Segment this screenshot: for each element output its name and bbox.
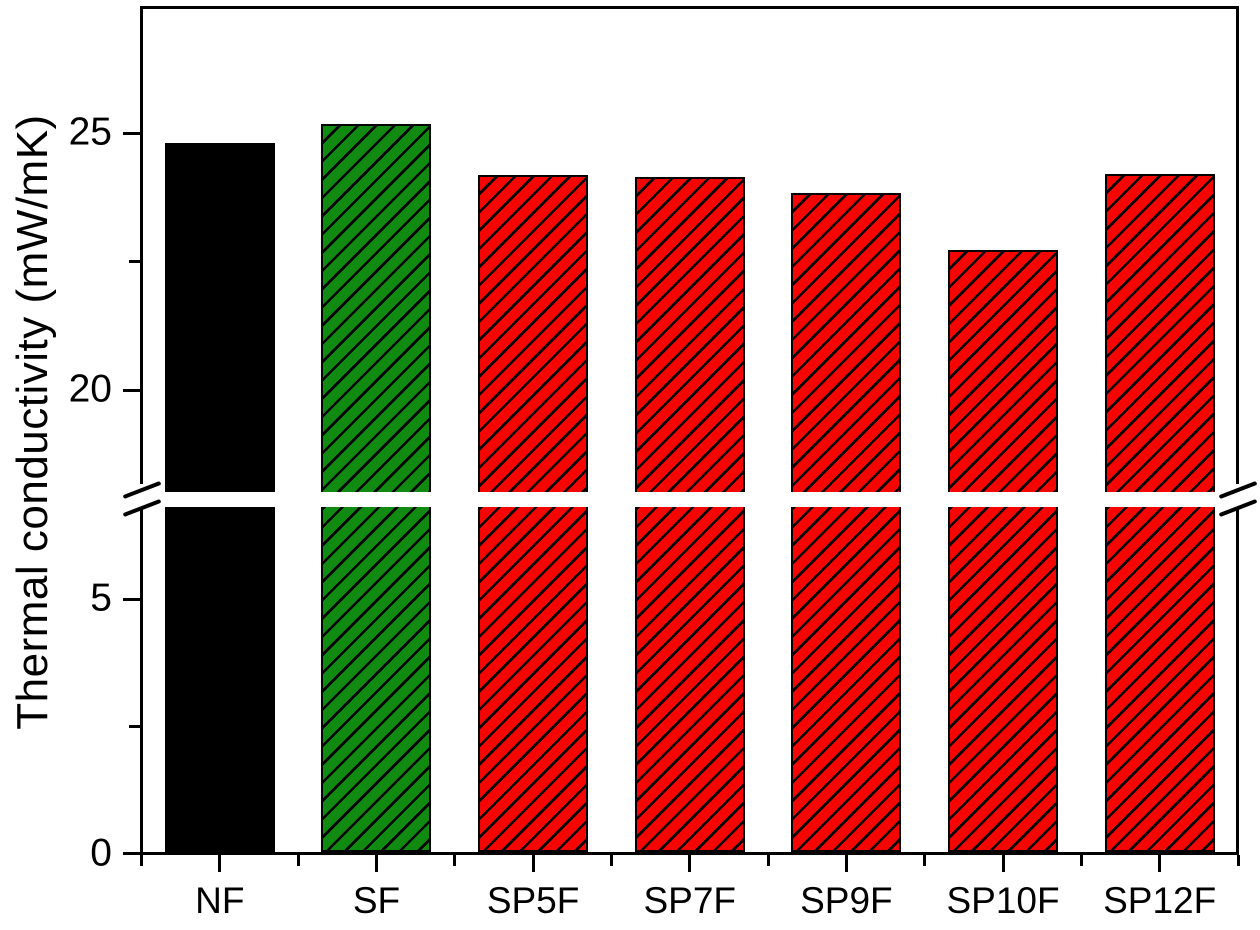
x-category-label-NF: NF: [195, 880, 245, 921]
bar-SP12F-upper-segment: [1104, 173, 1215, 507]
axis-break-spine-gap: [1234, 483, 1242, 508]
bar-SF-upper-segment: [321, 124, 432, 507]
x-minor-tick: [923, 855, 927, 866]
bar-SP9F-lower-segment: [791, 491, 902, 852]
y-major-tick-25: [123, 131, 140, 135]
x-minor-tick: [609, 855, 613, 866]
x-major-tick-NF: [218, 855, 222, 872]
bar-NF-upper-segment: [164, 143, 275, 507]
bar-SP5F-upper-segment: [478, 175, 589, 507]
bar-SP7F-lower-segment: [634, 491, 745, 852]
x-major-tick-SF: [374, 855, 378, 872]
axis-break-band: [143, 491, 1236, 507]
x-major-tick-SP9F: [844, 855, 848, 872]
x-minor-tick: [1079, 855, 1083, 866]
y-axis-title: Thermal conductivity (mW/mK): [8, 114, 57, 730]
bar-SP12F-lower-segment: [1104, 491, 1215, 852]
x-minor-tick: [1236, 855, 1240, 866]
y-minor-tick: [129, 260, 140, 263]
x-category-label-SP9F: SP9F: [800, 880, 893, 921]
x-major-tick-SP5F: [531, 855, 535, 872]
y-major-tick-0: [123, 852, 140, 855]
x-major-tick-SP10F: [1001, 855, 1005, 872]
x-category-label-SP7F: SP7F: [643, 880, 737, 921]
x-minor-tick: [296, 855, 300, 866]
x-category-label-SF: SF: [352, 880, 401, 921]
bar-SP9F-upper-segment: [791, 192, 902, 507]
y-minor-tick: [129, 724, 140, 728]
y-tick-label-25: 25: [68, 110, 112, 154]
bar-NF-lower-segment: [164, 491, 275, 852]
y-major-tick-5: [123, 597, 140, 601]
bar-SP5F-lower-segment: [478, 491, 589, 852]
x-minor-tick: [140, 855, 143, 866]
x-category-label-SP10F: SP10F: [946, 880, 1060, 921]
x-major-tick-SP12F: [1158, 855, 1162, 872]
y-major-tick-20: [123, 388, 140, 392]
bar-SP7F-upper-segment: [634, 176, 745, 507]
x-minor-tick: [766, 855, 770, 866]
axis-break-spine-gap: [138, 483, 145, 508]
y-tick-label-0: 0: [90, 831, 112, 875]
bar-SP10F-upper-segment: [948, 250, 1059, 507]
y-tick-label-5: 5: [90, 576, 112, 620]
x-category-label-SP12F: SP12F: [1103, 880, 1217, 921]
x-category-label-SP5F: SP5F: [486, 880, 580, 921]
x-minor-tick: [453, 855, 457, 866]
y-tick-label-20: 20: [68, 367, 112, 411]
x-major-tick-SP7F: [688, 855, 692, 872]
bar-SF-lower-segment: [321, 491, 432, 852]
bar-SP10F-lower-segment: [948, 491, 1059, 852]
